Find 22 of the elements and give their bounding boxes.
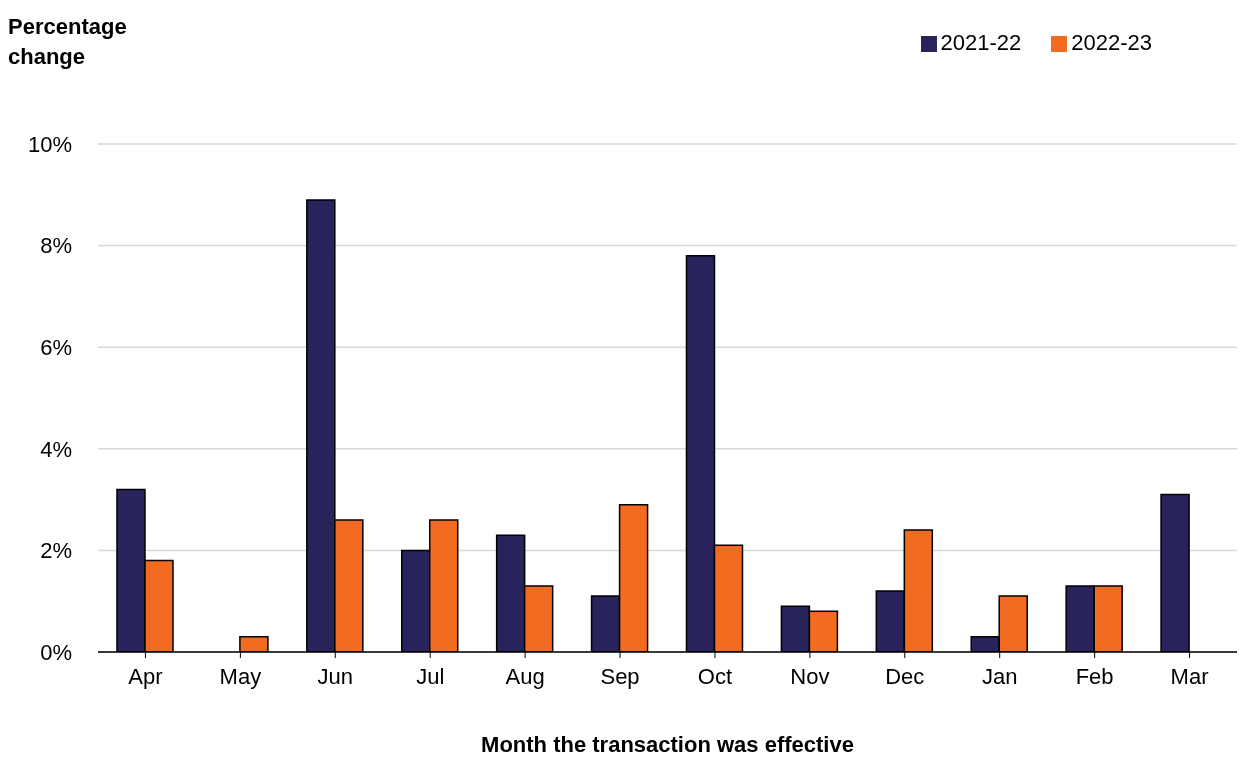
x-tick-label: Jun bbox=[317, 663, 354, 689]
y-tick-label: 8% bbox=[40, 233, 72, 259]
x-axis-title: Month the transaction was effective bbox=[481, 732, 854, 757]
y-tick-label: 10% bbox=[27, 131, 72, 157]
legend-label: 2021-22 bbox=[940, 30, 1022, 55]
x-tick-label: Apr bbox=[128, 663, 163, 689]
x-tick-label: Mar bbox=[1170, 663, 1209, 689]
x-tick-label: Oct bbox=[697, 663, 733, 689]
x-tick-label: Jan bbox=[981, 663, 1018, 689]
y-tick-label: 2% bbox=[40, 538, 72, 564]
x-tick-label: Sep bbox=[600, 663, 640, 689]
x-tick-label: Dec bbox=[885, 663, 925, 689]
y-tick-label: 0% bbox=[40, 639, 72, 665]
x-tick-label: Nov bbox=[790, 663, 830, 689]
x-tick-label: Feb bbox=[1075, 663, 1114, 689]
x-tick-label: Jul bbox=[416, 663, 445, 689]
x-tick-label: Aug bbox=[505, 663, 545, 689]
y-tick-label: 6% bbox=[40, 335, 72, 361]
y-tick-label: 4% bbox=[40, 436, 72, 462]
y-axis-title: Percentage change bbox=[8, 13, 128, 71]
legend-label: 2022-23 bbox=[1071, 30, 1152, 55]
x-tick-label: May bbox=[219, 663, 262, 689]
